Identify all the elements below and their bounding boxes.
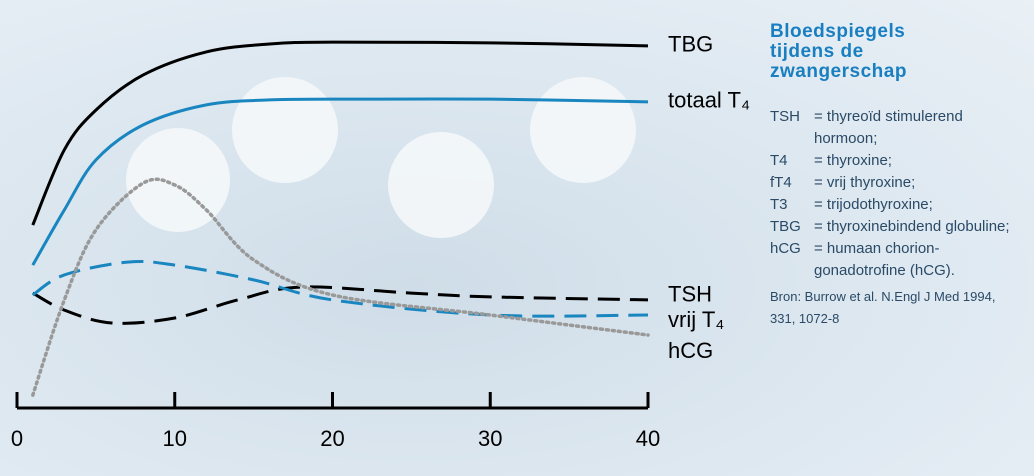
fetus-image [530, 77, 636, 183]
abbreviation: fT4 [770, 172, 814, 194]
x-tick-label: 20 [320, 426, 344, 451]
series-line [33, 261, 648, 316]
x-tick-label: 40 [636, 426, 660, 451]
series-label: totaal T₄ [668, 88, 750, 113]
definition: TSH= thyreoïd stimulerend hormoon; [770, 106, 1030, 150]
series-label: TSH [668, 282, 712, 307]
abbreviation: TSH [770, 106, 814, 150]
definition-text: = thyroxine; [814, 150, 1014, 172]
abbreviation: T3 [770, 194, 814, 216]
definition: T3= trijodothyroxine; [770, 194, 1030, 216]
abbreviation: T4 [770, 150, 814, 172]
definition: hCG= humaan chorion-gonadotrofine (hCG). [770, 238, 1030, 282]
fetus-image [126, 128, 230, 232]
source: Bron: Burrow et al. N.Engl J Med 1994, 3… [770, 286, 1020, 330]
fetus-image [232, 77, 338, 183]
x-tick-label: 30 [478, 426, 502, 451]
definition-text: = thyreoïd stimulerend hormoon; [814, 106, 1014, 150]
definition: fT4= vrij thyroxine; [770, 172, 1030, 194]
series-label: TBG [668, 32, 713, 57]
fetus-image [388, 132, 494, 238]
series-label: hCG [668, 338, 713, 363]
x-tick-label: 0 [11, 426, 23, 451]
abbreviation: hCG [770, 238, 814, 282]
series-label: vrij T₄ [668, 307, 724, 332]
definition: T4= thyroxine; [770, 150, 1030, 172]
page: 010203040TBGtotaal T₄TSHvrij T₄hCG Bloed… [0, 0, 1034, 476]
x-tick-label: 10 [163, 426, 187, 451]
series-line [33, 287, 648, 323]
definition-text: = thyroxinebindend globuline; [814, 216, 1014, 238]
definitions: TSH= thyreoïd stimulerend hormoon;T4= th… [770, 106, 1030, 282]
side-panel: Bloedspiegels tijdens de zwangerschap TS… [770, 22, 1030, 330]
definition: TBG= thyroxinebindend globuline; [770, 216, 1030, 238]
title: Bloedspiegels tijdens de zwangerschap [770, 22, 960, 82]
series-line [33, 179, 648, 395]
definition-text: = vrij thyroxine; [814, 172, 1014, 194]
definition-text: = humaan chorion-gonadotrofine (hCG). [814, 238, 1014, 282]
abbreviation: TBG [770, 216, 814, 238]
definition-text: = trijodothyroxine; [814, 194, 1014, 216]
